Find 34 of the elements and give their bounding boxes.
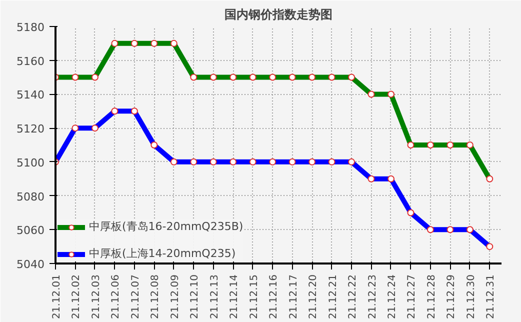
- x-tick-label: 21.12.15: [248, 274, 260, 320]
- x-tick-label: 21.12.08: [150, 274, 162, 320]
- x-tick-label: 21.12.14: [229, 274, 240, 320]
- x-tick-label: 21.12.20: [308, 274, 320, 320]
- x-tick-label: 21.12.24: [386, 274, 398, 320]
- x-tick-label: 21.12.07: [130, 274, 142, 320]
- x-tick-label: 21.12.13: [209, 274, 220, 320]
- x-tick-label: 21.12.09: [170, 274, 181, 320]
- x-tick-label: 21.12.02: [71, 274, 82, 320]
- legend-label: 中厚板(青岛16-20mmQ235B): [89, 219, 244, 234]
- chart-title: 国内钢价指数走势图: [224, 8, 332, 22]
- x-tick-label: 21.12.30: [466, 274, 477, 320]
- y-tick-label: 5180: [16, 21, 45, 34]
- y-tick-label: 5060: [16, 224, 45, 238]
- x-tick-label: 21.12.10: [190, 274, 201, 320]
- x-tick-label: 21.12.28: [426, 274, 438, 320]
- x-tick-label: 21.12.16: [268, 274, 280, 320]
- y-tick-label: 5100: [16, 156, 45, 170]
- y-tick-label: 5040: [16, 258, 45, 271]
- y-tick-label: 5120: [16, 122, 45, 136]
- x-tick-label: 21.12.03: [90, 274, 102, 320]
- x-tick-label: 21.12.31: [486, 274, 497, 320]
- x-tick-label: 21.12.27: [406, 274, 418, 320]
- legend-label: 中厚板(上海14-20mmQ235): [89, 246, 236, 261]
- x-tick-label: 21.12.23: [367, 274, 378, 320]
- x-tick-label: 21.12.01: [52, 274, 62, 320]
- x-tick-label: 21.12.06: [110, 274, 122, 320]
- x-tick-label: 21.12.21: [328, 274, 339, 320]
- x-tick-label: 21.12.17: [288, 274, 300, 320]
- y-tick-label: 5160: [16, 54, 45, 68]
- x-tick-label: 21.12.29: [446, 274, 458, 320]
- y-tick-label: 5140: [16, 88, 45, 102]
- x-tick-label: 21.12.22: [348, 274, 359, 320]
- y-tick-label: 5080: [16, 190, 45, 204]
